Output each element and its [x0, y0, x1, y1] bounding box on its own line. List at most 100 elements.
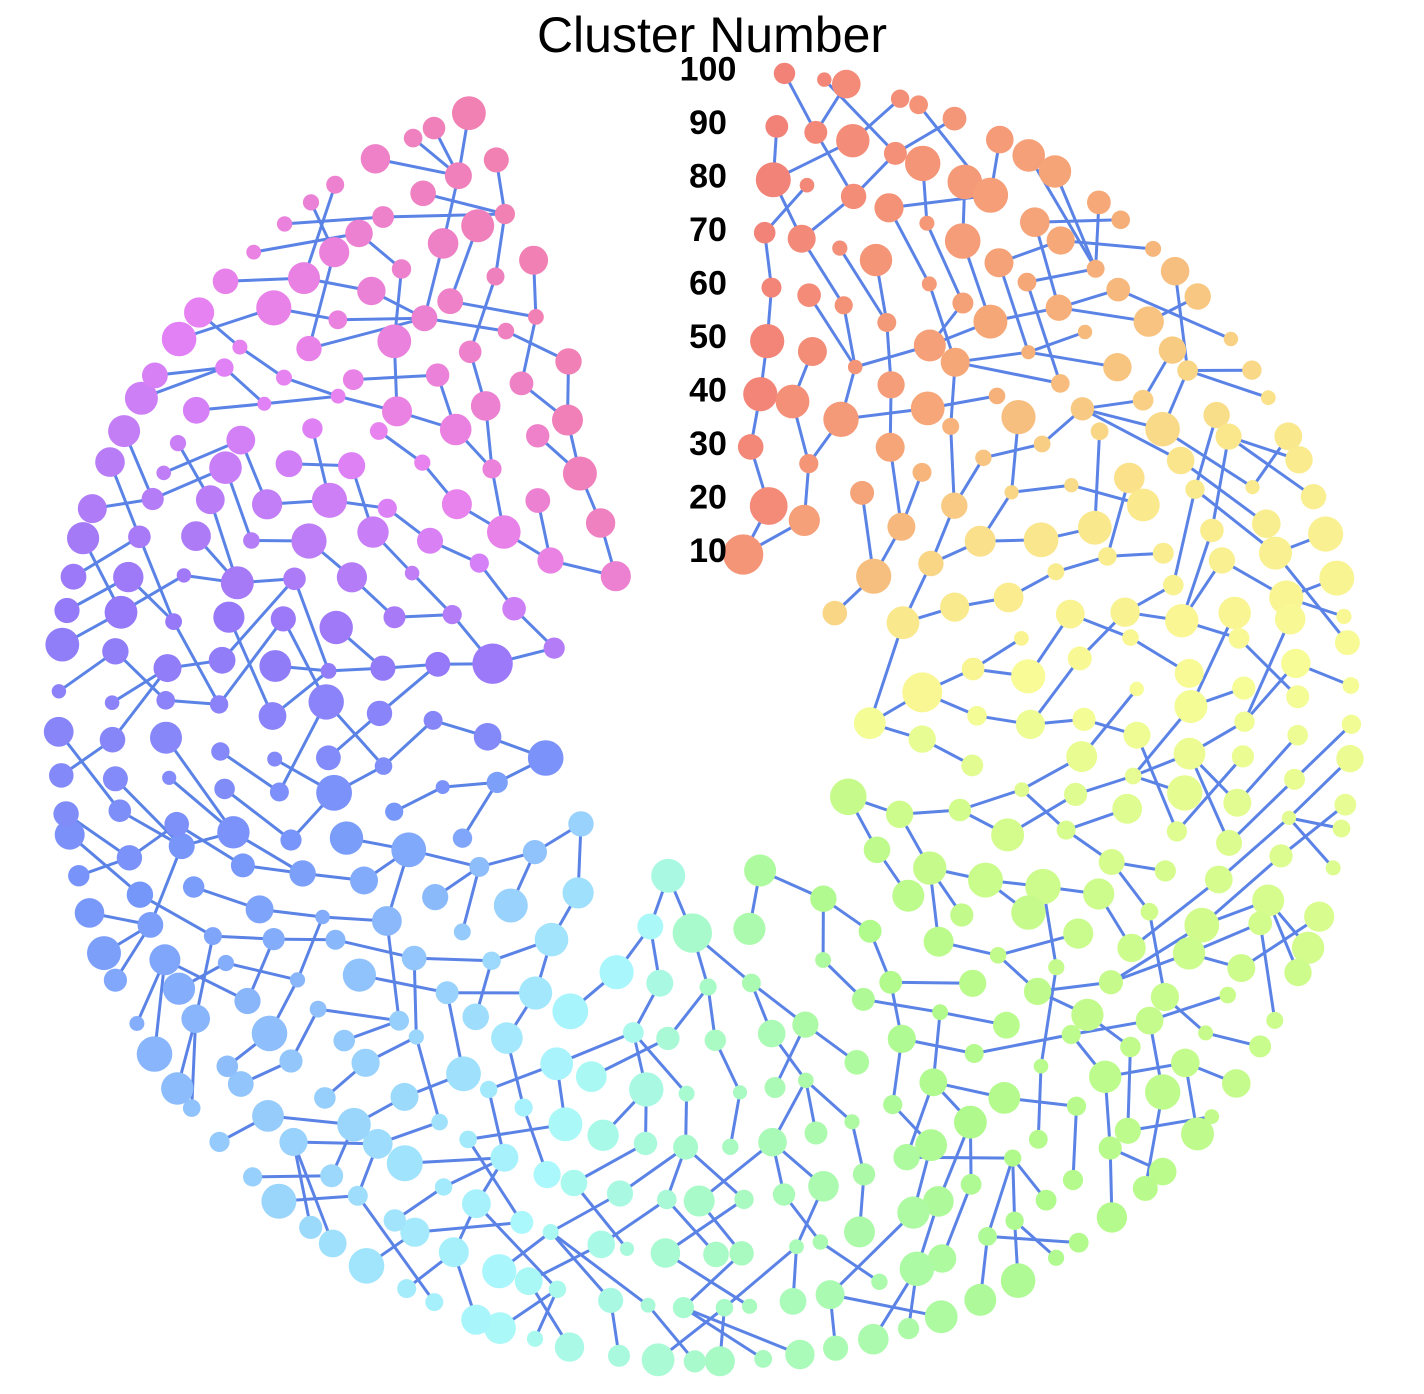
cluster-node	[552, 993, 589, 1030]
cluster-node	[944, 223, 981, 259]
cluster-node	[102, 766, 128, 792]
cluster-node	[372, 206, 394, 228]
cluster-node	[1184, 907, 1220, 943]
cluster-node	[51, 684, 67, 699]
cluster-node	[316, 774, 352, 811]
cluster-node	[1228, 627, 1250, 649]
level-label-30: 30	[689, 425, 727, 463]
cluster-node	[494, 203, 515, 225]
cluster-node	[960, 1173, 982, 1195]
cluster-node	[243, 1167, 263, 1187]
cluster-node	[1066, 741, 1098, 773]
cluster-node	[482, 1254, 517, 1289]
cluster-node	[568, 811, 594, 837]
cluster-node	[458, 340, 482, 364]
tree-edge	[1200, 854, 1282, 927]
cluster-node	[1087, 190, 1111, 215]
tree-edge	[868, 622, 905, 724]
cluster-node	[650, 1238, 681, 1268]
cluster-node	[338, 452, 366, 480]
cluster-node	[289, 972, 306, 988]
level-label-90: 90	[689, 104, 727, 142]
tree-edge	[533, 1288, 559, 1340]
cluster-node	[991, 818, 1025, 852]
cluster-node	[942, 417, 960, 435]
cluster-node	[256, 290, 292, 326]
cluster-node	[438, 1237, 469, 1268]
cluster-node	[209, 1131, 230, 1152]
cluster-node	[259, 650, 292, 682]
cluster-node	[1160, 256, 1190, 286]
cluster-node	[948, 798, 972, 822]
cluster-node	[1260, 390, 1276, 406]
cluster-node	[1140, 902, 1159, 921]
cluster-node	[1342, 677, 1360, 694]
tree-edge	[283, 376, 339, 398]
cluster-node	[372, 906, 402, 936]
cluster-node	[912, 462, 932, 482]
cluster-node	[345, 219, 373, 248]
cluster-node	[1004, 485, 1019, 500]
cluster-node	[386, 1145, 423, 1182]
cluster-node	[737, 434, 764, 460]
cluster-node	[1096, 1202, 1128, 1233]
cluster-node	[1070, 397, 1095, 421]
cluster-node	[1334, 793, 1357, 816]
cluster-node	[482, 459, 502, 479]
cluster-node	[972, 177, 1009, 213]
cluster-node	[1184, 283, 1211, 310]
cluster-node	[1216, 829, 1243, 856]
cluster-node	[213, 601, 245, 633]
cluster-node	[181, 521, 211, 551]
cluster-node	[629, 1072, 664, 1107]
tree-edge	[308, 316, 425, 351]
tree-edge	[684, 1145, 746, 1201]
cluster-node	[425, 1293, 444, 1312]
cluster-node	[1098, 547, 1117, 566]
cluster-node	[753, 221, 776, 244]
cluster-node	[704, 1346, 735, 1377]
cluster-node	[480, 1080, 498, 1099]
cluster-node	[961, 754, 984, 777]
cluster-node	[1286, 685, 1310, 709]
cluster-node	[1132, 389, 1154, 411]
cluster-node	[1232, 676, 1256, 700]
cluster-node	[1300, 484, 1327, 510]
cluster-node	[1269, 844, 1293, 868]
cluster-node	[830, 778, 867, 816]
tree-edge	[466, 1138, 524, 1224]
cluster-node	[316, 745, 341, 771]
cluster-node	[487, 515, 521, 549]
cluster-node	[53, 801, 79, 827]
cluster-node	[342, 958, 376, 992]
cluster-node	[761, 277, 782, 298]
tree-edge	[1228, 778, 1296, 844]
tree-edge	[335, 938, 415, 960]
cluster-node	[1046, 226, 1075, 255]
cluster-node	[1103, 353, 1132, 382]
cluster-node	[847, 359, 863, 375]
cluster-node	[1145, 411, 1180, 447]
cluster-node	[279, 1127, 308, 1157]
cluster-node	[1023, 977, 1052, 1006]
cluster-node	[461, 1304, 492, 1335]
cluster-node	[309, 1000, 327, 1018]
cluster-node	[288, 262, 320, 295]
cluster-node	[232, 339, 248, 355]
cluster-node	[1185, 479, 1205, 499]
cluster-node	[875, 432, 905, 462]
cluster-node	[330, 388, 346, 404]
cluster-node	[128, 525, 151, 549]
cluster-node	[804, 1121, 828, 1145]
cluster-node	[427, 228, 459, 259]
tree-edge	[723, 1245, 798, 1309]
cluster-node	[77, 494, 107, 524]
cluster-node	[874, 193, 904, 223]
tree-edge	[1060, 239, 1154, 251]
tree-edge	[138, 536, 175, 623]
cluster-node	[548, 1107, 583, 1142]
cluster-node	[919, 215, 935, 231]
tree-edge	[164, 736, 235, 834]
cluster-node	[434, 1178, 453, 1196]
cluster-node	[836, 124, 870, 158]
